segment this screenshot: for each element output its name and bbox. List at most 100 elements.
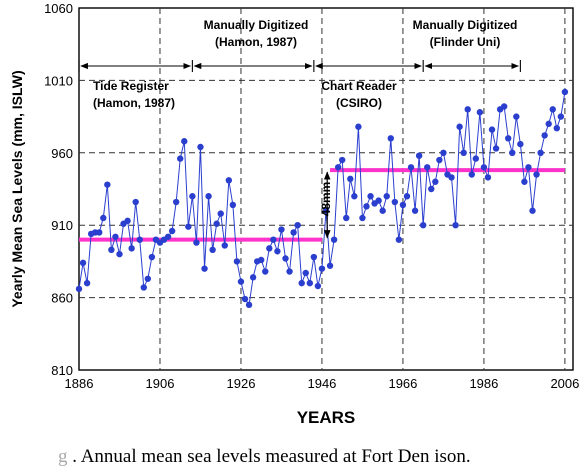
data-point — [205, 193, 212, 200]
caption-prefix: g — [58, 446, 73, 467]
data-point — [395, 236, 403, 243]
data-point — [488, 126, 496, 133]
data-point — [282, 255, 289, 262]
data-point — [561, 88, 569, 96]
x-tick-label: 2006 — [550, 376, 579, 391]
data-point — [209, 246, 216, 254]
data-point — [464, 106, 471, 113]
x-tick-labels: 1886 1906 1926 1946 1966 1986 2006 — [65, 376, 580, 391]
data-point — [318, 265, 326, 272]
data-point — [472, 155, 480, 162]
data-point — [310, 253, 318, 261]
data-point — [468, 171, 475, 178]
data-point — [545, 120, 552, 128]
data-point — [132, 198, 139, 206]
series — [75, 88, 569, 309]
data-point — [201, 265, 208, 272]
data-point — [440, 149, 447, 156]
data-point — [419, 222, 427, 229]
data-point — [213, 220, 220, 227]
data-point — [306, 279, 314, 287]
caption-text: . Annual mean sea levels measured at For… — [72, 446, 471, 467]
data-point — [217, 210, 224, 217]
data-point — [424, 164, 431, 171]
data-point — [326, 262, 334, 269]
data-point — [96, 229, 103, 236]
data-point — [302, 269, 309, 277]
data-point — [233, 258, 241, 265]
data-point — [237, 278, 245, 285]
y-tick-label: 910 — [51, 218, 73, 233]
data-point — [225, 177, 233, 184]
y-tick-label: 860 — [51, 291, 73, 306]
data-point — [541, 132, 548, 139]
data-point — [79, 259, 87, 267]
x-axis-label: YEARS — [297, 408, 356, 427]
data-point — [241, 295, 249, 303]
data-point — [456, 123, 463, 130]
chart-reader-source: (CSIRO) — [336, 96, 382, 110]
data-point — [553, 124, 561, 132]
y-axis-label: Yearly Mean Sea Levels (mm, ISLW) — [9, 70, 25, 307]
data-point — [221, 242, 228, 249]
data-point — [229, 201, 237, 209]
data-point — [177, 155, 184, 162]
data-point — [521, 178, 528, 185]
data-point — [330, 236, 338, 243]
data-point — [338, 156, 346, 164]
data-point — [164, 233, 172, 240]
data-point — [278, 226, 285, 233]
manual2-source: (Flinder Uni) — [430, 35, 501, 49]
data-point — [517, 140, 524, 148]
data-point — [484, 174, 492, 181]
data-point — [448, 174, 455, 181]
data-point — [387, 135, 394, 142]
y-tick-label: 810 — [51, 363, 73, 378]
data-point — [75, 285, 83, 293]
data-point — [513, 113, 520, 120]
data-point — [351, 193, 358, 200]
data-point — [355, 123, 362, 130]
data-point — [286, 268, 293, 275]
data-point — [343, 214, 350, 222]
data-point — [193, 239, 200, 246]
data-point — [108, 246, 115, 254]
data-point — [363, 203, 370, 210]
y-tick-labels: 810 860 910 960 1010 1060 — [44, 1, 73, 378]
data-point — [476, 109, 484, 116]
data-point — [505, 135, 512, 142]
y-tick-label: 1010 — [44, 73, 73, 88]
data-point — [359, 214, 366, 222]
data-point — [274, 248, 281, 255]
data-point — [181, 138, 188, 145]
data-point — [189, 193, 196, 200]
data-point — [314, 282, 322, 290]
data-point — [83, 279, 91, 287]
data-point — [533, 171, 540, 178]
data-point — [428, 185, 435, 193]
offset-label: 48mm — [319, 182, 333, 217]
tide-register-label: Tide Register — [93, 79, 169, 93]
data-point — [294, 222, 301, 229]
data-point — [148, 253, 156, 261]
data-point — [172, 198, 180, 206]
data-point — [383, 193, 390, 200]
data-point — [270, 236, 277, 243]
x-tick-label: 1886 — [65, 376, 94, 391]
data-point — [112, 233, 119, 240]
y-tick-label: 960 — [51, 146, 73, 161]
data-point — [432, 178, 439, 185]
period-arrows — [78, 60, 521, 72]
data-point — [452, 222, 459, 229]
data-point — [537, 149, 544, 156]
data-point — [375, 197, 382, 204]
data-point — [509, 149, 516, 156]
figure-caption: g . Annual mean sea levels measured at F… — [58, 446, 578, 468]
chart: 810 860 910 960 1010 1060 1886 1906 1926 1946 196… — [9, 1, 580, 427]
chart-reader-label: Chart Reader — [321, 79, 397, 93]
data-point — [249, 274, 257, 281]
data-point — [436, 156, 443, 164]
data-point — [258, 256, 265, 264]
data-point — [460, 149, 467, 156]
data-point — [266, 245, 273, 252]
